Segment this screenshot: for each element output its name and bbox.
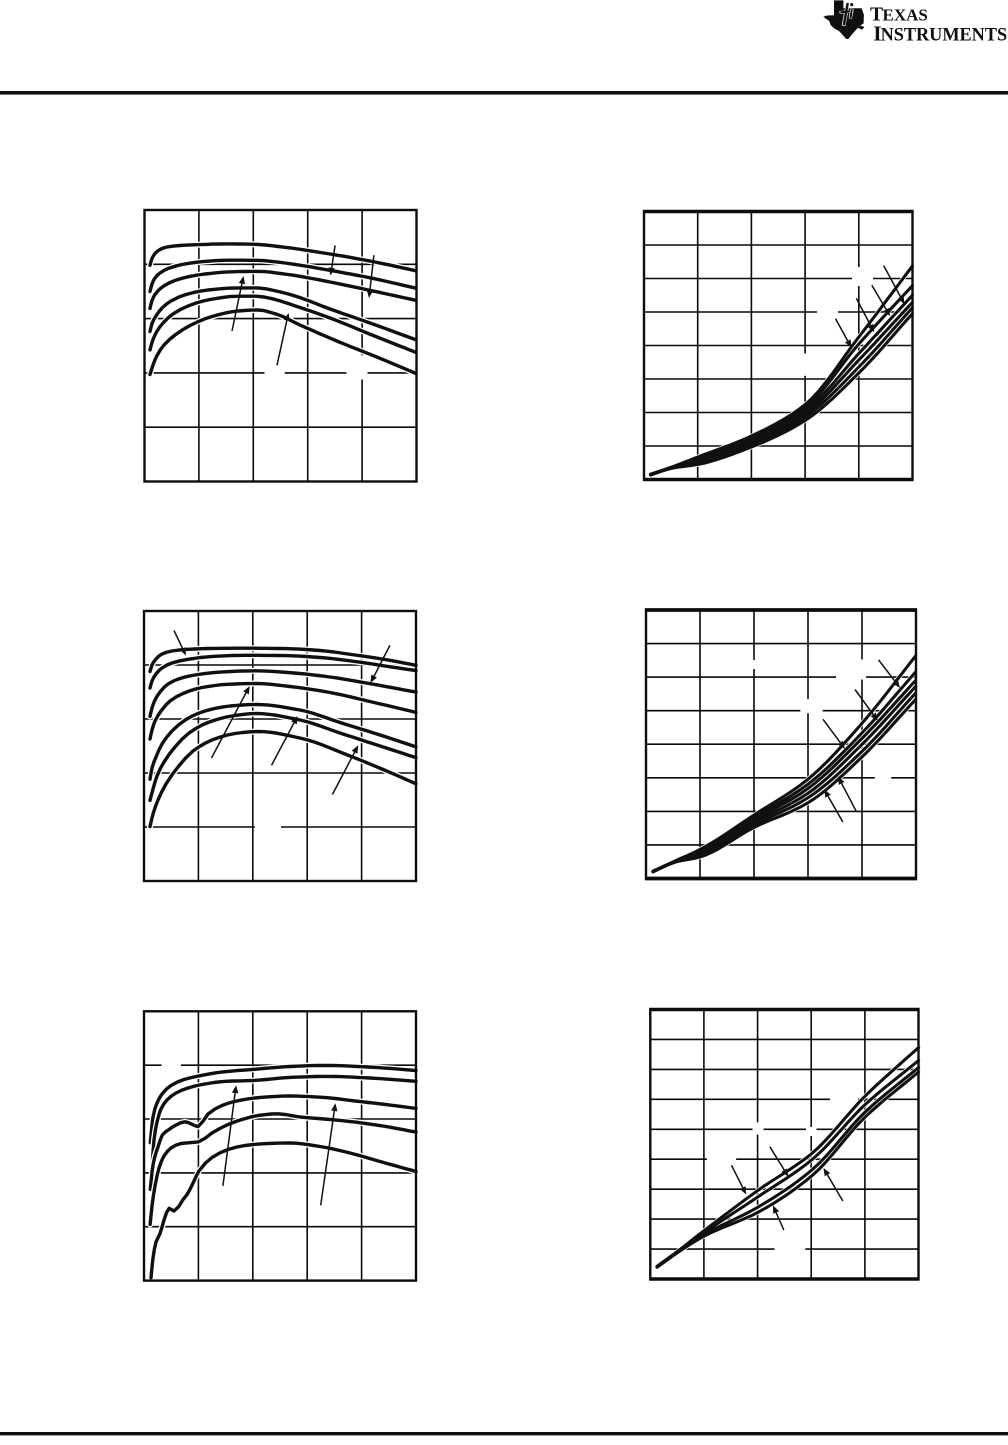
svg-text:EXAS: EXAS xyxy=(883,6,928,25)
svg-text:T: T xyxy=(870,5,883,26)
svg-text:I: I xyxy=(873,22,881,46)
svg-text:NSTRUMENTS: NSTRUMENTS xyxy=(881,25,1008,46)
